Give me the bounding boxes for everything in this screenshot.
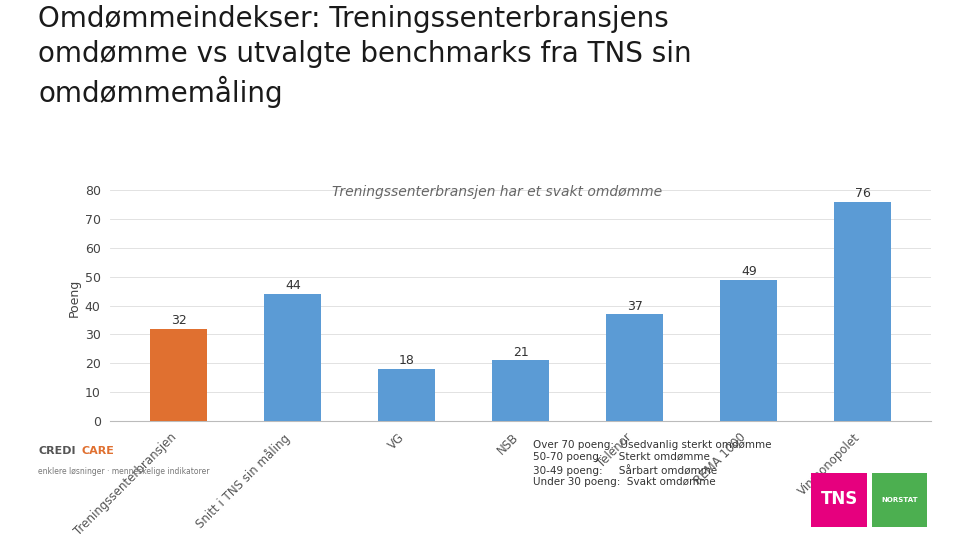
Y-axis label: Poeng: Poeng [67, 279, 81, 318]
Text: CARE: CARE [82, 446, 114, 456]
Bar [378, 369, 435, 421]
Bar [834, 201, 891, 421]
Text: Omdømmeindekser: Treningssenterbransjens
omdømme vs utvalgte benchmarks fra TNS : Omdømmeindekser: Treningssenterbransjens… [38, 5, 692, 108]
Text: 49: 49 [741, 265, 756, 278]
Bar [720, 280, 778, 421]
Bar [151, 329, 207, 421]
Text: Treningssenterbransjen har et svakt omdømme: Treningssenterbransjen har et svakt omdø… [332, 185, 662, 199]
Text: CREDI: CREDI [38, 446, 76, 456]
Text: 76: 76 [854, 187, 871, 200]
Text: enklere løsninger · menneskelige indikatorer: enklere løsninger · menneskelige indikat… [38, 467, 210, 476]
Text: 21: 21 [513, 346, 529, 359]
Bar [607, 314, 663, 421]
Text: 32: 32 [171, 314, 186, 327]
Text: TNS: TNS [821, 490, 857, 509]
Text: 44: 44 [285, 279, 300, 292]
Text: NORSTAT: NORSTAT [881, 496, 918, 503]
Text: 18: 18 [398, 354, 415, 367]
Text: 37: 37 [627, 300, 643, 313]
Text: Over 70 poeng:  Usedvanlig sterkt omdømme
50-70 poeng:     Sterkt omdømme
30-49 : Over 70 poeng: Usedvanlig sterkt omdømme… [533, 440, 771, 487]
Bar [264, 294, 322, 421]
Bar [492, 361, 549, 421]
